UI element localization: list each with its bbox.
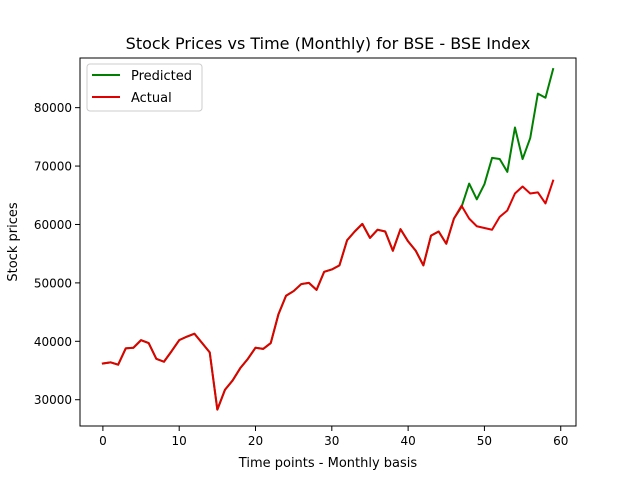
x-axis-label: Time points - Monthly basis	[238, 456, 418, 471]
plot-area: 0 10 20 30 40 50 60 30000 40000 50000 60000 70000 80…	[34, 57, 577, 448]
legend-label-predicted: Predicted	[131, 69, 192, 84]
y-tick-label: 60000	[34, 218, 72, 232]
y-axis-label: Stock prices	[6, 202, 21, 281]
y-tick-label: 50000	[34, 276, 72, 290]
y-tick-label: 80000	[34, 101, 72, 115]
legend: Predicted Actual	[86, 63, 203, 112]
x-tick-label: 50	[477, 434, 492, 448]
axes-frame	[79, 57, 577, 427]
x-tick-label: 20	[248, 434, 263, 448]
x-tick-label: 60	[553, 434, 568, 448]
series-line-actual	[101, 179, 555, 411]
legend-label-actual: Actual	[131, 91, 172, 106]
y-tick-label: 30000	[34, 393, 72, 407]
y-tick-label: 40000	[34, 335, 72, 349]
x-tick-label: 30	[324, 434, 339, 448]
x-tick-label: 40	[400, 434, 415, 448]
x-tick-label: 10	[172, 434, 187, 448]
x-tick-label: 0	[99, 434, 107, 448]
y-tick-label: 70000	[34, 160, 72, 174]
chart-title: Stock Prices vs Time (Monthly) for BSE -…	[126, 34, 531, 53]
